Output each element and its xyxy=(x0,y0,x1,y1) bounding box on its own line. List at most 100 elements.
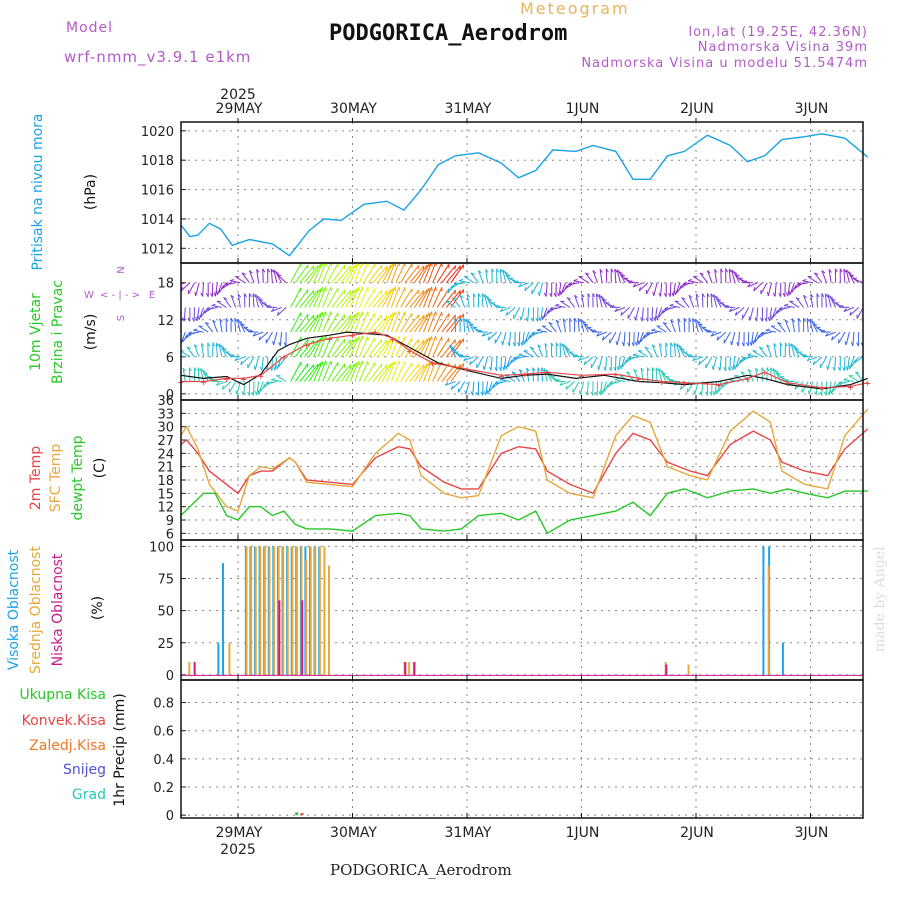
wind-vector xyxy=(469,356,479,366)
wind-arrowhead xyxy=(698,360,701,365)
wind-vector xyxy=(381,312,394,333)
precip-frozen-label: Zaledj.Kisa xyxy=(29,738,106,754)
wind-arrowhead xyxy=(748,369,752,373)
wind-gust-marker: + xyxy=(819,384,825,395)
y-tick-label: 0 xyxy=(166,669,174,684)
wind-vector xyxy=(819,356,827,369)
wind-vector xyxy=(638,282,649,292)
wind-vector xyxy=(838,331,846,344)
wind-vector xyxy=(731,269,736,283)
wind-vector xyxy=(313,361,323,382)
wind-vector xyxy=(445,381,456,386)
wind-vector xyxy=(463,356,475,362)
wind-vector xyxy=(513,307,521,319)
temperature-series-line xyxy=(180,408,869,513)
y-tick-label: 6 xyxy=(166,351,174,366)
wind-vector xyxy=(354,263,363,283)
wind-gust-marker: + xyxy=(407,347,413,358)
wind-gust-marker: + xyxy=(241,374,247,385)
wind-vector xyxy=(441,314,456,333)
wind-vector xyxy=(349,311,360,333)
wind-arrowhead xyxy=(251,391,255,396)
wind-arrowhead xyxy=(794,347,800,350)
wind-vector xyxy=(651,329,662,333)
wind-vector xyxy=(273,269,278,283)
y-tick-label: 25 xyxy=(157,637,174,652)
wind-vector xyxy=(701,327,713,333)
wind-arrowhead xyxy=(681,297,686,300)
wind-arrowhead xyxy=(619,365,622,370)
wind-vector xyxy=(749,307,754,321)
y-tick-label: 27 xyxy=(157,434,174,449)
wind-vector xyxy=(290,337,302,358)
wind-arrowhead xyxy=(204,372,209,375)
wind-arrowhead xyxy=(843,308,847,312)
wind-arrowhead xyxy=(679,385,683,390)
wind-arrowhead xyxy=(849,274,854,277)
wind-vector xyxy=(765,329,777,333)
wind-vector xyxy=(838,381,850,385)
wind-gust-marker: + xyxy=(372,328,378,339)
wind-arrowhead xyxy=(481,332,485,337)
wind-arrowhead xyxy=(577,357,582,362)
wind-arrowhead xyxy=(754,338,757,343)
wind-vector xyxy=(458,280,470,284)
wind-vector xyxy=(390,263,400,283)
clouds-bar xyxy=(188,662,191,675)
wind-arrowhead xyxy=(598,391,601,396)
wind-vector xyxy=(395,287,406,308)
wind-arrowhead xyxy=(491,384,495,389)
wind-arrowhead xyxy=(756,334,760,339)
wind-vector xyxy=(791,318,795,333)
wind-arrowhead xyxy=(458,279,463,282)
wind-arrowhead xyxy=(738,359,742,364)
wind-vector xyxy=(228,381,237,393)
wind-vector xyxy=(659,369,667,382)
wind-vector xyxy=(578,276,589,284)
wind-arrowhead xyxy=(649,317,653,322)
wind-vector xyxy=(317,360,327,382)
wind-vector xyxy=(372,290,388,308)
wind-vector xyxy=(363,263,376,283)
y-tick-label: 1012 xyxy=(141,242,174,257)
wind-vector xyxy=(188,331,200,335)
wind-arrowhead xyxy=(200,292,204,297)
wind-arrowhead xyxy=(541,367,545,372)
wind-arrowhead xyxy=(531,317,534,322)
wind-vector xyxy=(574,295,580,308)
clouds-bar xyxy=(314,546,317,675)
wind-vector xyxy=(273,331,278,346)
wind-arrowhead xyxy=(740,371,745,374)
wind-arrowhead xyxy=(671,292,674,297)
wind-arrowhead xyxy=(773,343,777,347)
wind-vector xyxy=(317,263,326,283)
wind-gust-marker: + xyxy=(785,379,791,390)
wind-arrowhead xyxy=(417,314,420,319)
wind-arrowhead xyxy=(573,354,578,358)
wind-arrowhead xyxy=(193,344,198,348)
panel-frame-temperature xyxy=(180,399,864,541)
wind-vector xyxy=(266,381,278,385)
precip-snow-label: Snijeg xyxy=(63,762,106,778)
wind-vector xyxy=(509,278,520,284)
wind-vector xyxy=(294,363,309,382)
wind-arrowhead xyxy=(843,378,848,381)
y-tick-label: 1016 xyxy=(141,184,174,199)
wind-arrowhead xyxy=(699,391,703,396)
wind-vector xyxy=(450,289,464,308)
wind-arrowhead xyxy=(469,360,472,365)
footer-station-title: PODGORICA_Aerodrom xyxy=(330,861,512,879)
wind-arrowhead xyxy=(523,340,525,345)
wind-arrowhead xyxy=(581,293,585,298)
wind-arrowhead xyxy=(583,360,586,365)
wind-arrowhead xyxy=(599,268,603,273)
wind-arrowhead xyxy=(530,346,535,350)
wind-arrowhead xyxy=(547,372,552,375)
wind-arrowhead xyxy=(782,292,786,297)
wind-arrowhead xyxy=(213,292,216,297)
wind-arrowhead xyxy=(728,308,733,312)
meteogram-label: Meteogram xyxy=(520,0,630,18)
wind-arrowhead xyxy=(601,389,603,394)
wind-arrowhead xyxy=(535,317,539,322)
wind-arrowhead xyxy=(784,342,788,347)
